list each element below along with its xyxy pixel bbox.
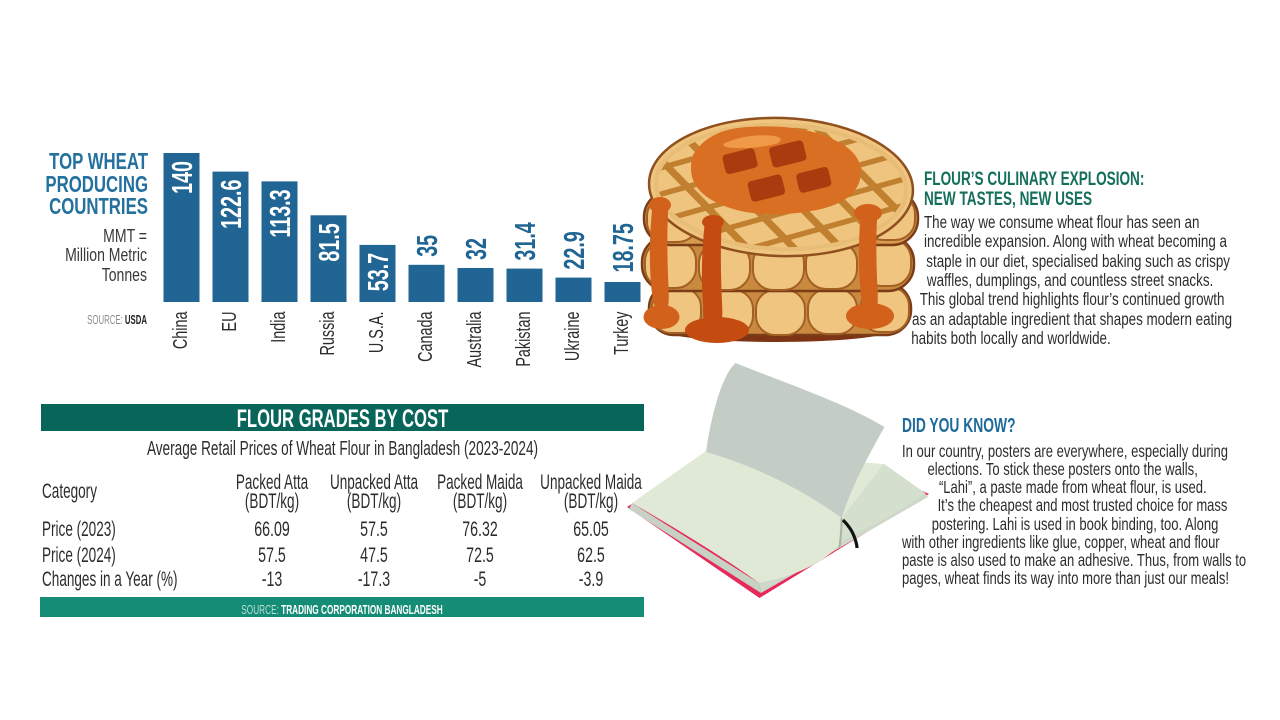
svg-text:22.9: 22.9 <box>560 231 592 269</box>
svg-text:31.4: 31.4 <box>511 222 543 261</box>
svg-text:Pakistan: Pakistan <box>512 312 535 367</box>
svg-text:Australia: Australia <box>463 311 486 367</box>
svg-text:Turkey: Turkey <box>610 311 633 355</box>
svg-text:China: China <box>169 311 192 349</box>
svg-text:Ukraine: Ukraine <box>561 312 584 362</box>
svg-text:140: 140 <box>168 161 200 194</box>
svg-text:18.75: 18.75 <box>609 223 641 272</box>
svg-text:122.6: 122.6 <box>217 180 249 229</box>
svg-text:India: India <box>267 311 290 342</box>
svg-text:35: 35 <box>413 235 445 257</box>
svg-text:Russia: Russia <box>316 311 339 355</box>
svg-text:Canada: Canada <box>414 311 437 362</box>
svg-text:81.5: 81.5 <box>315 223 347 262</box>
svg-text:U.S.A.: U.S.A. <box>365 312 388 354</box>
svg-text:113.3: 113.3 <box>266 189 298 237</box>
svg-text:32: 32 <box>462 238 494 260</box>
svg-text:EU: EU <box>218 312 241 332</box>
svg-text:53.7: 53.7 <box>364 253 396 291</box>
